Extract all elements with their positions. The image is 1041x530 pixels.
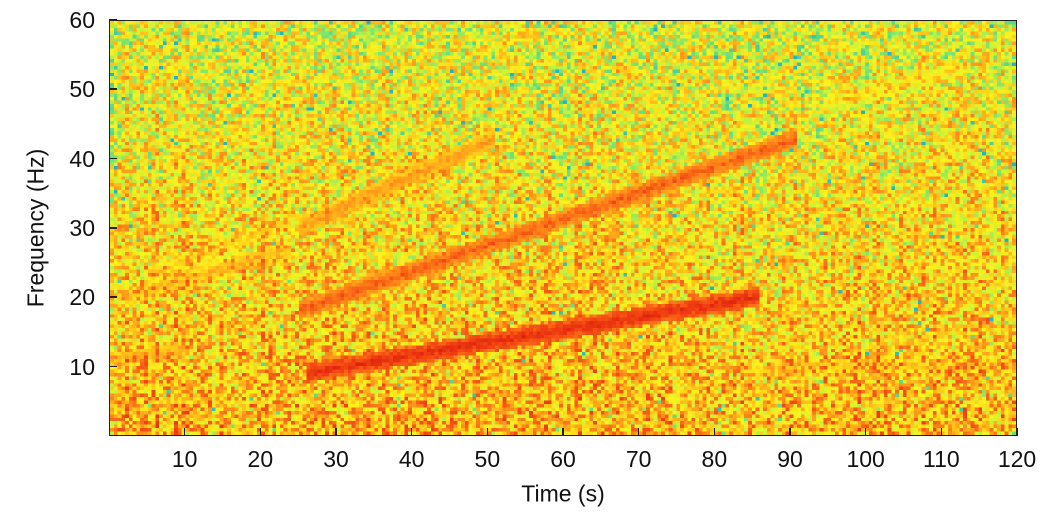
x-tick-label: 60: [550, 446, 576, 472]
x-tick-label: 40: [398, 446, 425, 472]
x-tick-mark: [713, 428, 716, 436]
x-tick-mark: [410, 428, 413, 436]
x-tick-mark: [183, 428, 186, 436]
y-tick-mark: [109, 157, 117, 160]
x-tick-label: 100: [846, 446, 885, 472]
y-tick-label: 20: [69, 284, 95, 311]
y-tick-label: 60: [69, 7, 95, 33]
x-tick-mark: [1016, 428, 1018, 436]
x-tick-label: 80: [701, 446, 728, 472]
x-tick-mark: [259, 428, 262, 436]
y-tick-mark: [109, 227, 117, 229]
x-tick-label: 20: [247, 446, 274, 472]
y-tick-mark: [109, 19, 117, 21]
x-tick-mark: [864, 428, 867, 436]
x-tick-label: 120: [997, 446, 1037, 472]
x-tick-mark: [335, 428, 337, 436]
plot-area: [109, 20, 1017, 436]
x-tick-mark: [940, 428, 943, 436]
y-tick-label: 40: [69, 145, 95, 172]
y-tick-label: 50: [69, 76, 95, 103]
y-tick-mark: [109, 365, 117, 368]
x-tick-label: 10: [171, 446, 198, 472]
x-axis-label: Time (s): [521, 480, 605, 507]
spectrogram-heatmap: [110, 21, 1016, 435]
x-tick-label: 50: [474, 446, 501, 472]
x-tick-label: 110: [922, 446, 960, 472]
y-tick-label: 30: [69, 215, 95, 241]
x-tick-label: 90: [777, 446, 803, 472]
x-tick-label: 30: [323, 446, 349, 472]
x-tick-mark: [637, 428, 640, 436]
x-tick-label: 70: [625, 446, 652, 472]
x-tick-mark: [789, 428, 791, 436]
y-tick-label: 10: [69, 353, 95, 380]
x-tick-mark: [486, 428, 489, 436]
y-tick-mark: [109, 296, 117, 298]
x-tick-mark: [562, 428, 564, 436]
y-tick-mark: [109, 88, 117, 90]
